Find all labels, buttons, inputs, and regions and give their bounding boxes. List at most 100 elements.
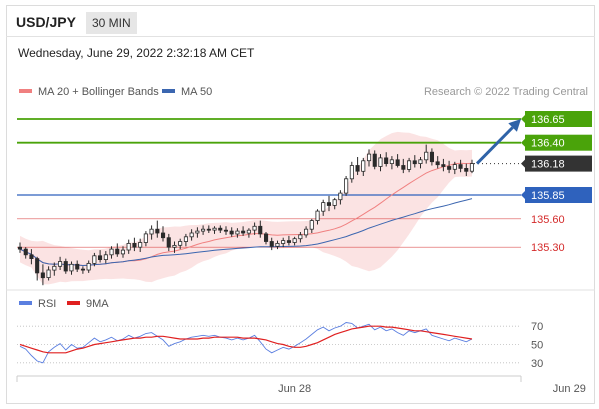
candle-body bbox=[447, 166, 452, 170]
candle-body bbox=[355, 165, 360, 172]
candle bbox=[138, 238, 143, 252]
candle-body bbox=[86, 262, 91, 271]
level-label-box bbox=[525, 187, 592, 203]
candle bbox=[441, 158, 446, 172]
candle-body bbox=[160, 232, 166, 239]
candle-body bbox=[40, 272, 45, 279]
x-axis-labels: Jun 28 Jun 29 bbox=[278, 383, 586, 395]
candle-body bbox=[298, 234, 303, 240]
candle bbox=[58, 256, 63, 270]
level-label-pointer bbox=[521, 137, 526, 148]
candle bbox=[326, 195, 331, 212]
candle bbox=[29, 249, 34, 265]
candle-body bbox=[229, 230, 234, 235]
candle bbox=[155, 220, 160, 238]
level-label-box bbox=[525, 134, 592, 151]
chart-header: USD/JPY 30 MIN bbox=[6, 5, 595, 37]
candle-body bbox=[206, 228, 211, 231]
candle-body bbox=[246, 229, 251, 234]
candle bbox=[241, 226, 246, 236]
timeframe-badge[interactable]: 30 MIN bbox=[86, 12, 137, 34]
candle bbox=[412, 155, 417, 168]
candle-body bbox=[223, 229, 229, 232]
rsi-tick-label: 50 bbox=[531, 340, 543, 352]
ma50-line bbox=[19, 198, 473, 267]
candle-body bbox=[406, 160, 412, 170]
candle-body bbox=[17, 246, 22, 250]
candle-body bbox=[172, 244, 177, 248]
level-label-box bbox=[525, 111, 592, 127]
candle-body bbox=[241, 230, 246, 234]
widget-frame bbox=[6, 5, 595, 404]
candle-body bbox=[29, 254, 34, 260]
candle bbox=[183, 233, 189, 247]
candle bbox=[303, 226, 309, 238]
candle-body bbox=[166, 237, 171, 248]
candle-body bbox=[23, 248, 28, 256]
legend-9ma-label: 9MA bbox=[86, 298, 109, 310]
candle bbox=[406, 157, 412, 173]
candle-body bbox=[103, 254, 108, 261]
candle bbox=[86, 260, 91, 273]
candle bbox=[17, 242, 22, 253]
credit-text: Research © 2022 Trading Central bbox=[424, 86, 588, 98]
candle-body bbox=[46, 269, 51, 278]
candle-body bbox=[321, 202, 326, 212]
level-label-box bbox=[525, 155, 592, 172]
candle-body bbox=[178, 241, 183, 246]
candle-body bbox=[189, 232, 194, 238]
candle-body bbox=[52, 265, 57, 271]
candle bbox=[80, 266, 86, 274]
rsi-tick-label: 30 bbox=[531, 358, 543, 370]
candle bbox=[395, 154, 400, 168]
candle bbox=[172, 241, 177, 253]
candle bbox=[92, 252, 97, 267]
candle-body bbox=[69, 263, 74, 272]
forecast-arrow bbox=[475, 119, 521, 165]
candle bbox=[435, 156, 440, 169]
candle-body bbox=[200, 228, 206, 232]
candle-body bbox=[80, 268, 86, 271]
candle bbox=[115, 243, 120, 257]
candle-body bbox=[92, 255, 97, 264]
candle-body bbox=[361, 160, 366, 172]
candle-body bbox=[401, 165, 406, 170]
candle bbox=[263, 232, 269, 245]
candle-body bbox=[281, 240, 286, 244]
candle-body bbox=[309, 220, 314, 230]
candle bbox=[206, 225, 211, 233]
candle bbox=[195, 227, 200, 238]
forecast-arrow-head bbox=[508, 119, 521, 132]
candle bbox=[35, 256, 40, 281]
candle-body bbox=[441, 164, 446, 167]
candle bbox=[378, 154, 383, 172]
candle-body bbox=[275, 242, 280, 247]
moving-averages bbox=[19, 162, 473, 267]
candle bbox=[315, 209, 320, 225]
candle-body bbox=[384, 157, 389, 164]
candle-body bbox=[126, 242, 131, 251]
candle bbox=[424, 144, 429, 164]
forecast-arrow-shaft bbox=[475, 126, 514, 165]
symbol-title: USD/JPY bbox=[16, 14, 76, 30]
candle bbox=[298, 232, 303, 243]
candle bbox=[52, 262, 57, 276]
candle-body bbox=[344, 178, 349, 194]
candle bbox=[40, 264, 45, 286]
candle-body bbox=[212, 227, 217, 231]
candle-body bbox=[258, 225, 263, 235]
candle-body bbox=[315, 210, 320, 222]
candle-body bbox=[109, 248, 114, 256]
candle-body bbox=[435, 161, 440, 166]
candle-body bbox=[378, 157, 383, 167]
candle bbox=[120, 246, 126, 258]
candle bbox=[200, 225, 206, 235]
candle-body bbox=[326, 202, 331, 206]
candle bbox=[418, 157, 423, 169]
candle bbox=[132, 237, 137, 252]
candle bbox=[126, 239, 131, 254]
rsi-panel: 70 50 30 bbox=[17, 321, 543, 370]
candle bbox=[469, 159, 474, 174]
candle-body bbox=[464, 167, 469, 172]
candle bbox=[286, 235, 291, 246]
